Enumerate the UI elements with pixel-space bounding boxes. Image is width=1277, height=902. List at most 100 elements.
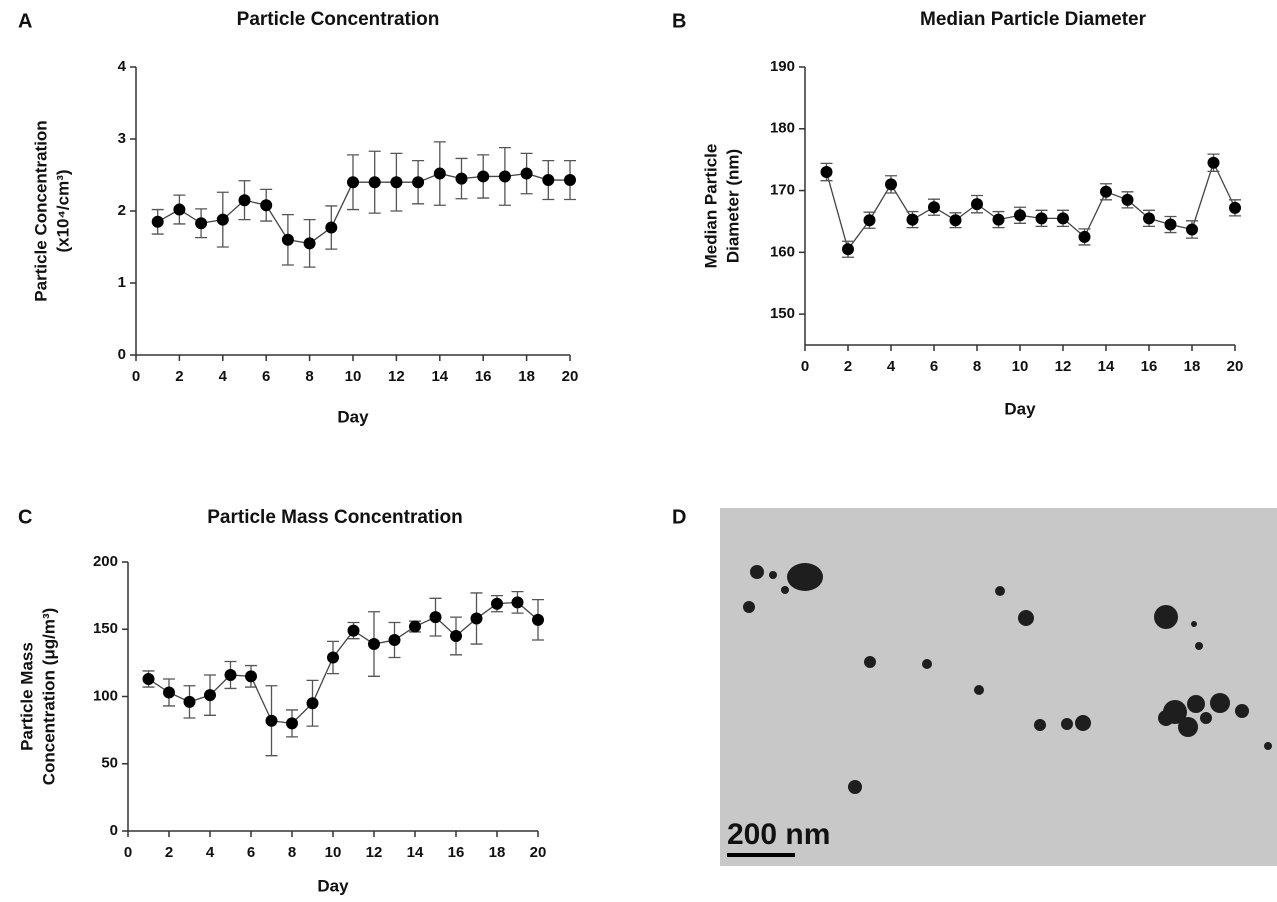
y-tick-label: 2 — [118, 202, 126, 219]
data-point — [450, 629, 462, 642]
data-point — [325, 221, 338, 234]
x-tick-label: 0 — [801, 358, 809, 375]
data-point — [455, 172, 468, 185]
data-point — [532, 613, 544, 626]
data-point — [286, 717, 298, 730]
tem-image: 200 nm D — [672, 506, 1277, 866]
y-axis-label: Particle Mass — [17, 642, 36, 751]
data-point — [1186, 223, 1198, 236]
data-point — [1164, 218, 1177, 231]
y-tick-label: 1 — [118, 274, 126, 291]
x-tick-label: 4 — [219, 368, 228, 385]
x-tick-label: 18 — [1184, 358, 1201, 375]
data-point — [347, 624, 360, 637]
data-point — [429, 611, 442, 624]
data-point — [306, 697, 319, 710]
data-point — [842, 243, 854, 256]
data-point — [520, 167, 533, 180]
x-tick-label: 8 — [305, 368, 313, 385]
x-axis-label: Day — [1004, 399, 1036, 418]
y-axis-label: (x10⁴/cm³) — [53, 169, 72, 252]
y-tick-label: 0 — [110, 822, 118, 839]
x-tick-label: 2 — [165, 844, 173, 861]
data-point — [327, 651, 339, 664]
y-tick-label: 3 — [118, 130, 126, 147]
data-point — [260, 199, 273, 212]
data-point — [511, 596, 524, 609]
data-point — [412, 176, 425, 189]
x-tick-label: 4 — [206, 844, 215, 861]
x-tick-label: 16 — [448, 844, 465, 861]
data-point — [204, 689, 216, 702]
x-tick-label: 14 — [431, 368, 448, 385]
x-tick-label: 18 — [518, 368, 535, 385]
x-tick-label: 0 — [132, 368, 140, 385]
x-tick-label: 12 — [388, 368, 405, 385]
y-axis-label: Diameter (nm) — [723, 149, 742, 263]
y-axis-label: Particle Concentration — [31, 120, 50, 301]
data-point — [1229, 201, 1241, 214]
x-tick-label: 6 — [930, 358, 938, 375]
data-point — [906, 213, 919, 226]
y-tick-label: 190 — [770, 58, 795, 75]
data-point — [368, 176, 381, 189]
x-tick-label: 2 — [844, 358, 852, 375]
x-axis-label: Day — [337, 407, 369, 426]
data-point — [498, 170, 511, 183]
data-point — [245, 670, 257, 683]
data-point — [928, 201, 940, 214]
x-tick-label: 10 — [345, 368, 362, 385]
data-point — [491, 597, 503, 610]
data-point — [281, 233, 294, 246]
data-point — [971, 198, 983, 211]
x-axis-label: Day — [317, 876, 349, 895]
data-point — [1078, 230, 1091, 243]
x-tick-label: 6 — [262, 368, 270, 385]
data-point — [564, 174, 576, 187]
data-point — [542, 174, 555, 187]
chart-title: Particle Concentration — [237, 9, 440, 30]
data-point — [303, 237, 316, 250]
chart-title: Median Particle Diameter — [920, 9, 1147, 30]
data-point — [1035, 212, 1048, 225]
x-tick-label: 0 — [124, 844, 132, 861]
panel-letter: C — [18, 506, 32, 528]
data-point — [216, 213, 229, 226]
data-point — [820, 166, 833, 179]
scale-label: 200 nm — [727, 818, 830, 851]
x-tick-label: 14 — [1098, 358, 1115, 375]
x-tick-label: 10 — [1012, 358, 1029, 375]
y-tick-label: 180 — [770, 120, 795, 137]
x-tick-label: 10 — [325, 844, 342, 861]
chart: C Particle Mass Concentration Day Particle … — [17, 506, 546, 895]
y-tick-label: 50 — [101, 755, 118, 772]
data-point — [238, 194, 251, 207]
x-tick-label: 18 — [489, 844, 506, 861]
data-point — [151, 215, 164, 228]
chart: B Median Particle Diameter Day Median Parti… — [672, 9, 1243, 418]
data-point — [368, 638, 380, 651]
x-tick-label: 8 — [288, 844, 296, 861]
y-tick-label: 150 — [770, 305, 795, 322]
image-bg — [720, 508, 1277, 866]
x-tick-label: 14 — [407, 844, 424, 861]
data-point — [347, 176, 359, 189]
data-point — [195, 217, 208, 230]
data-point — [863, 214, 876, 227]
panel-letter: D — [672, 506, 686, 528]
data-point — [1014, 209, 1026, 222]
x-tick-label: 16 — [1141, 358, 1158, 375]
y-axis-label: Median Particle — [701, 144, 720, 269]
x-tick-label: 20 — [562, 368, 579, 385]
y-tick-label: 160 — [770, 243, 795, 260]
x-tick-label: 6 — [247, 844, 255, 861]
chart-title: Particle Mass Concentration — [207, 507, 463, 528]
data-point — [1057, 212, 1069, 225]
panel-letter: A — [18, 10, 32, 32]
panel-letter: B — [672, 10, 686, 32]
x-tick-label: 12 — [1055, 358, 1072, 375]
y-tick-label: 170 — [770, 182, 795, 199]
chart: A Particle Concentration Day Particle Conce… — [18, 9, 578, 426]
data-point — [477, 170, 490, 183]
